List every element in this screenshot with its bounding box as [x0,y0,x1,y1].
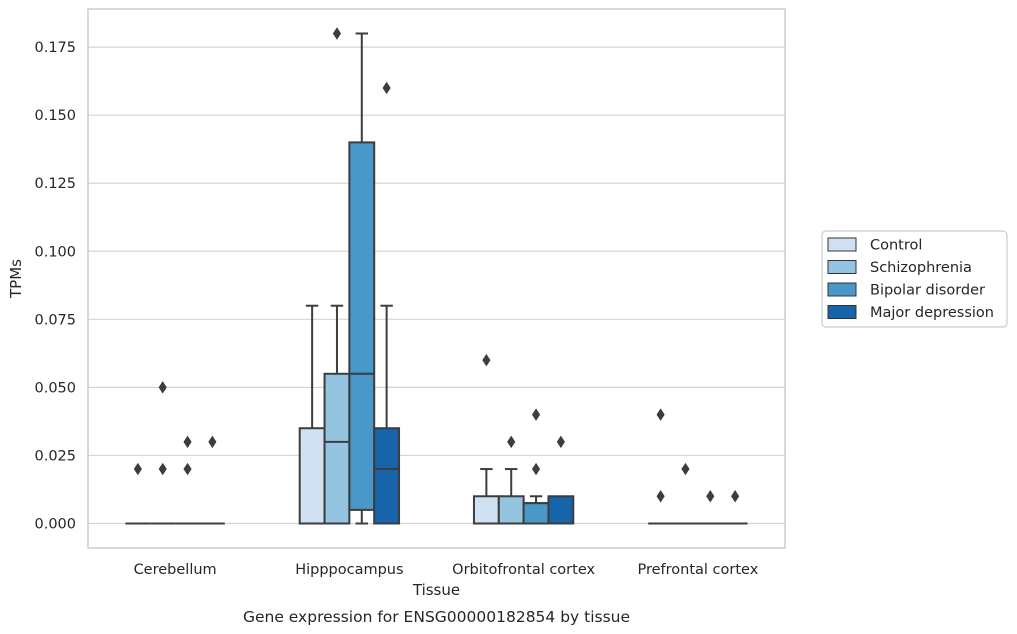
legend-label: Control [870,238,922,254]
y-tick-label: 0.125 [34,176,76,192]
outlier-point [382,81,391,95]
legend-frame [821,230,1008,328]
box-schizophrenia [673,462,698,525]
box-body [298,427,326,525]
x-axis-ticks: Cerebellum Hipppocampus Orbitofrontal cort… [134,562,759,578]
box-control [472,353,500,525]
box-schizophrenia [150,381,176,525]
box-bipolar-disorder [175,435,200,525]
x-tick-label: Prefrontal cortex [637,562,758,578]
box-bipolar-disorder [348,32,376,525]
outlier-point [681,462,690,476]
outlier-point [158,462,167,476]
box-body [348,141,376,511]
box-bipolar-disorder [697,490,723,525]
box-schizophrenia [497,435,525,525]
outlier-point [133,462,142,476]
chart-caption: Gene expression for ENSG00000182854 by t… [243,608,630,626]
outlier-point [556,435,565,449]
outlier-point [183,462,192,476]
outlier-point [482,353,491,367]
grid-lines [88,46,785,525]
y-tick-label: 0.025 [34,448,76,464]
y-tick-label: 0.075 [34,312,76,328]
outlier-point [656,490,665,503]
y-tick-label: 0.150 [34,108,76,124]
legend-swatch [827,305,857,319]
box-body [472,495,500,525]
box-major-depression [199,435,225,525]
box-series [125,27,748,525]
outlier-point [531,408,541,421]
y-tick-label: 0.175 [34,40,76,56]
box-body [373,427,401,525]
box-body [547,495,575,525]
legend-swatch [827,260,857,274]
box-major-depression [722,490,748,525]
x-axis-title: Tissue [412,581,460,599]
legend-label: Bipolar disorder [870,283,985,299]
legend: Control Schizophrenia Bipolar disorder Majo… [821,230,1008,328]
box-major-depression [373,81,401,525]
box-control [648,408,674,525]
outlier-point [656,408,665,421]
legend-swatch [827,237,857,252]
outlier-point [208,435,217,449]
box-control [298,304,326,525]
x-tick-label: Orbitofrontal cortex [452,562,595,578]
outlier-point [706,490,715,503]
legend-label: Schizophrenia [870,260,972,276]
outlier-point [507,435,516,449]
box-major-depression [547,435,575,525]
legend-swatch [827,282,857,297]
y-tick-label: 0.050 [34,380,76,396]
box-schizophrenia [323,27,351,525]
y-axis-title: TPMs [7,259,25,299]
box-body [323,372,351,525]
outlier-point [158,381,167,394]
plot-frame [87,8,786,549]
box-bipolar-disorder [522,408,550,525]
outlier-point [731,490,740,503]
x-tick-label: Cerebellum [134,562,217,578]
outlier-point [531,462,541,476]
y-tick-label: 0.000 [34,517,76,533]
box-control [125,462,151,525]
x-tick-label: Hipppocampus [295,562,403,578]
outlier-point [183,435,192,449]
outlier-point [332,27,342,40]
box-body [522,502,550,525]
y-tick-label: 0.100 [34,244,76,260]
y-axis-ticks: 0.000 0.025 0.050 0.075 0.100 0.125 0.150 0.175 [34,40,76,532]
box-body [497,495,525,525]
legend-label: Major depression [870,305,994,321]
